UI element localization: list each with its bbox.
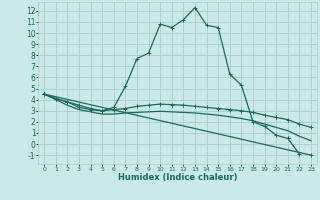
X-axis label: Humidex (Indice chaleur): Humidex (Indice chaleur) bbox=[118, 173, 237, 182]
